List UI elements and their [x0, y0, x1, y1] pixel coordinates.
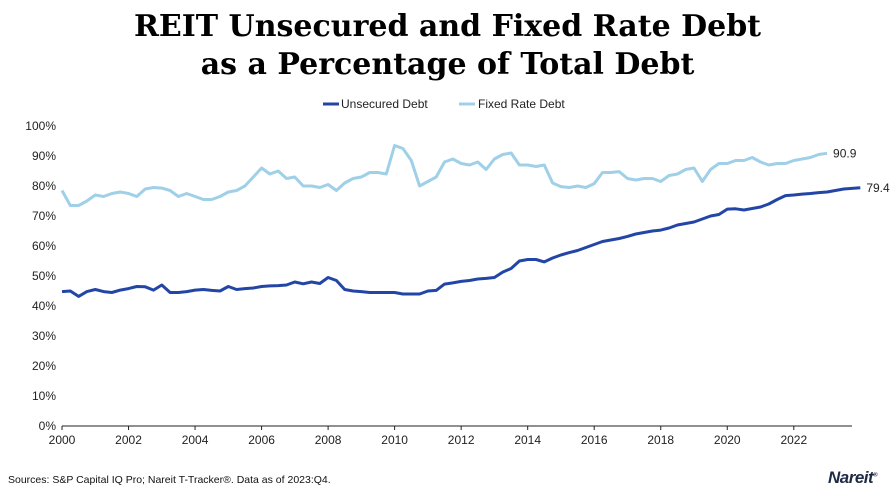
legend-label-fixed-rate: Fixed Rate Debt — [478, 97, 565, 111]
series-group — [60, 144, 861, 298]
x-tick-label: 2012 — [448, 433, 475, 447]
y-tick-label: 0% — [39, 419, 57, 433]
legend-label-unsecured: Unsecured Debt — [341, 97, 428, 111]
y-tick-label: 40% — [32, 299, 56, 313]
end-label-unsecured: 79.4 — [866, 181, 890, 195]
y-tick-label: 60% — [32, 239, 56, 253]
x-tick-label: 2006 — [248, 433, 275, 447]
brand-registered-mark: ® — [873, 472, 878, 479]
x-tick-label: 2002 — [115, 433, 142, 447]
end-label-fixed-rate: 90.9 — [833, 146, 857, 160]
axes: 0% 10% 20% 30% 40% 50% 60% 70% 80% 90% 100% 2000 200… — [25, 119, 852, 447]
y-tick-label: 90% — [32, 149, 56, 163]
y-tick-label: 20% — [32, 359, 56, 373]
brand-text: Nareit — [828, 468, 874, 487]
x-tick-label: 2010 — [381, 433, 408, 447]
x-tick-label: 2018 — [647, 433, 674, 447]
series-line-unsecured — [61, 186, 861, 298]
x-tick-label: 2014 — [514, 433, 541, 447]
title-line-2: as a Percentage of Total Debt — [200, 47, 695, 82]
y-tick-label: 50% — [32, 269, 56, 283]
y-tick-label: 10% — [32, 389, 56, 403]
y-tick-label: 70% — [32, 209, 56, 223]
x-tick-label: 2022 — [780, 433, 807, 447]
x-tick-label: 2020 — [714, 433, 741, 447]
title-line-1: REIT Unsecured and Fixed Rate Debt — [133, 9, 762, 44]
legend: Unsecured Debt Fixed Rate Debt — [323, 97, 565, 111]
nareit-logo: Nareit® — [828, 468, 878, 488]
series-line-fixed-rate — [60, 144, 828, 207]
source-note: Sources: S&P Capital IQ Pro; Nareit T-Tr… — [8, 474, 331, 486]
y-tick-label: 100% — [25, 119, 56, 133]
x-tick-label: 2000 — [49, 433, 76, 447]
chart-title: REIT Unsecured and Fixed Rate Debt as a … — [0, 8, 895, 84]
x-tick-label: 2004 — [182, 433, 209, 447]
y-tick-label: 80% — [32, 179, 56, 193]
end-labels: 90.9 79.4 — [833, 146, 890, 195]
x-tick-label: 2016 — [581, 433, 608, 447]
x-tick-label: 2008 — [315, 433, 342, 447]
y-tick-label: 30% — [32, 329, 56, 343]
